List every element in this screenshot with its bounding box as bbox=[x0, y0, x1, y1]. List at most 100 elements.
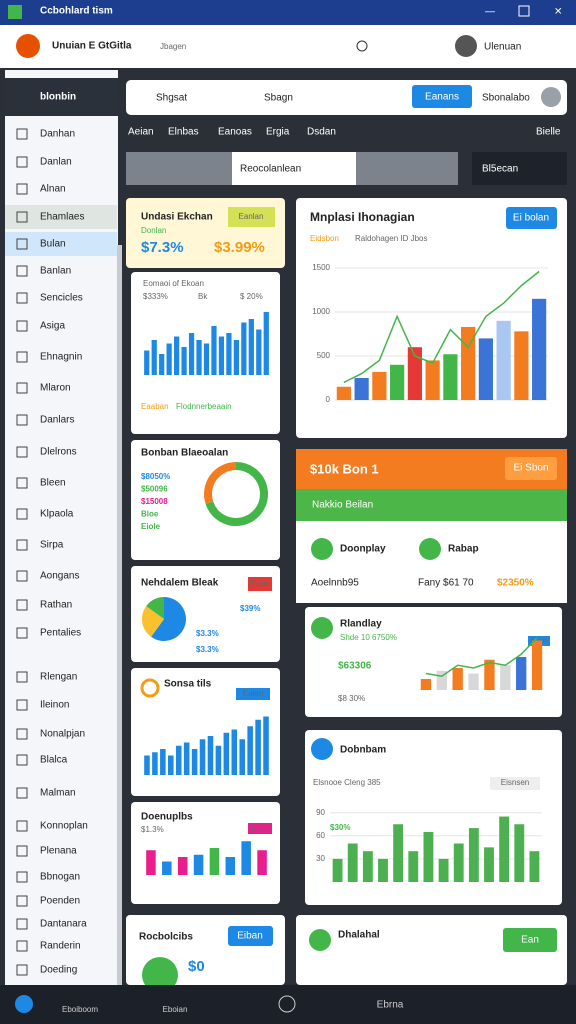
badge-label[interactable]: Eisnsen bbox=[501, 778, 529, 787]
taskbar-icon[interactable] bbox=[278, 995, 296, 1013]
button-label[interactable]: Ei bolan bbox=[513, 213, 549, 224]
button-label[interactable]: Eiban bbox=[237, 931, 263, 942]
bar bbox=[255, 719, 261, 775]
button[interactable] bbox=[506, 207, 557, 229]
sidebar-icon bbox=[16, 382, 28, 394]
bar bbox=[231, 729, 238, 775]
badge[interactable] bbox=[236, 688, 270, 700]
bar bbox=[468, 673, 479, 690]
tab[interactable]: Elnbas bbox=[168, 127, 199, 138]
start-button[interactable] bbox=[15, 995, 33, 1013]
sidebar-item[interactable]: Danlars bbox=[40, 415, 74, 426]
sidebar-item[interactable]: Malman bbox=[40, 788, 76, 799]
filter-dropdown[interactable] bbox=[472, 152, 567, 185]
banner-label[interactable]: Nakkio Beilan bbox=[312, 500, 373, 511]
badge-label[interactable]: Eanlan bbox=[239, 212, 264, 221]
button[interactable] bbox=[503, 928, 557, 952]
sidebar-item[interactable]: Bleen bbox=[40, 478, 66, 489]
toolbar-button-label[interactable]: Eanans bbox=[425, 92, 459, 103]
bar bbox=[181, 347, 187, 375]
button[interactable] bbox=[228, 926, 273, 946]
toolbar-icon[interactable] bbox=[541, 87, 561, 107]
badge-label[interactable]: Eioln bbox=[251, 824, 269, 833]
tabs-right[interactable]: Bielle bbox=[536, 127, 561, 138]
sidebar-item[interactable]: Bulan bbox=[40, 239, 66, 250]
sidebar-item[interactable]: Sirpa bbox=[40, 540, 64, 551]
badge-label[interactable]: Ealen bbox=[243, 689, 263, 698]
button-label[interactable]: Ei Sbon bbox=[513, 463, 548, 474]
sidebar-item[interactable]: Alnan bbox=[40, 184, 66, 195]
toolbar-button[interactable] bbox=[412, 85, 472, 108]
value: $63306 bbox=[338, 661, 372, 672]
bar bbox=[188, 333, 195, 375]
bar bbox=[168, 755, 174, 775]
sidebar-item[interactable]: Konnoplan bbox=[40, 821, 88, 832]
item[interactable]: Rabap bbox=[448, 544, 479, 555]
taskbar-item[interactable]: Eboiboom bbox=[62, 1005, 98, 1014]
sidebar-item[interactable]: Danhan bbox=[40, 129, 75, 140]
filter-dropdown-label[interactable]: Bl5ecan bbox=[482, 164, 518, 175]
sidebar-item[interactable]: Dantanara bbox=[40, 919, 87, 930]
bar bbox=[146, 850, 156, 875]
scrollbar[interactable] bbox=[117, 245, 122, 985]
badge[interactable] bbox=[248, 577, 272, 591]
legend: Raldohagen ID Jbos bbox=[355, 234, 428, 243]
close[interactable]: ✕ bbox=[554, 7, 562, 18]
sidebar-item[interactable]: Blalca bbox=[40, 755, 68, 766]
minimize[interactable]: — bbox=[485, 7, 495, 18]
sidebar-item[interactable]: Rathan bbox=[40, 600, 72, 611]
bar bbox=[468, 828, 479, 882]
sidebar-item[interactable]: Aongans bbox=[40, 571, 79, 582]
badge[interactable] bbox=[490, 777, 540, 790]
card bbox=[296, 521, 567, 603]
window-title: Ccbohlard tism bbox=[40, 6, 113, 17]
sidebar-item[interactable]: Rlengan bbox=[40, 672, 77, 683]
sidebar-item[interactable]: Dlelrons bbox=[40, 447, 77, 458]
sidebar-item[interactable]: Doeding bbox=[40, 965, 77, 976]
button[interactable] bbox=[505, 457, 557, 480]
search-icon[interactable] bbox=[356, 40, 368, 52]
badge[interactable] bbox=[248, 823, 272, 834]
sidebar-item[interactable]: Mlaron bbox=[40, 383, 71, 394]
sidebar-item[interactable]: Pentalies bbox=[40, 628, 81, 639]
sidebar-item[interactable]: Nonalpjan bbox=[40, 729, 85, 740]
bar bbox=[500, 665, 511, 690]
active-row bbox=[5, 232, 117, 256]
button-label[interactable]: Ean bbox=[521, 935, 539, 946]
bar bbox=[183, 742, 190, 775]
sidebar-item[interactable]: Randerin bbox=[40, 941, 81, 952]
tab[interactable]: Eanoas bbox=[218, 127, 252, 138]
bar bbox=[529, 851, 540, 882]
sidebar-item[interactable]: Klpaola bbox=[40, 509, 74, 520]
sidebar-item[interactable]: Ehamlaes bbox=[40, 212, 84, 223]
sidebar-item[interactable]: Ileinon bbox=[40, 700, 69, 711]
filter-select-label[interactable]: Reocolanlean bbox=[240, 164, 301, 175]
sidebar-icon bbox=[16, 845, 28, 857]
sidebar-item[interactable]: Bbnogan bbox=[40, 872, 80, 883]
avatar[interactable] bbox=[455, 35, 477, 57]
tab[interactable]: Ergia bbox=[266, 127, 290, 138]
toolbar-filter[interactable]: Sbagn bbox=[264, 93, 293, 104]
taskbar-label[interactable]: Ebrna bbox=[377, 1000, 404, 1011]
toolbar-search[interactable]: Shgsat bbox=[156, 93, 187, 104]
tab[interactable]: Dsdan bbox=[307, 127, 336, 138]
user-name[interactable]: Ulenuan bbox=[484, 42, 521, 53]
tab[interactable]: Aeian bbox=[128, 127, 154, 138]
toolbar-link[interactable]: Sbonalabo bbox=[482, 93, 530, 104]
sidebar-item[interactable]: Plenana bbox=[40, 846, 77, 857]
title-bar bbox=[0, 0, 576, 25]
taskbar-item[interactable]: Eboian bbox=[163, 1005, 188, 1014]
badge[interactable] bbox=[228, 207, 275, 227]
banner[interactable] bbox=[296, 489, 567, 521]
sidebar-item[interactable]: Poenden bbox=[40, 896, 80, 907]
sidebar-item[interactable]: Sencicles bbox=[40, 293, 83, 304]
sidebar-item[interactable]: Danlan bbox=[40, 157, 72, 168]
filter-select[interactable] bbox=[232, 152, 356, 185]
badge-label[interactable]: Bvtan bbox=[250, 579, 270, 588]
maximize[interactable] bbox=[518, 5, 530, 17]
sidebar-item[interactable]: Banlan bbox=[40, 266, 71, 277]
header-search[interactable]: Jbagen bbox=[160, 42, 186, 51]
item[interactable]: Doonplay bbox=[340, 544, 386, 555]
sidebar-item[interactable]: Ehnagnin bbox=[40, 352, 82, 363]
sidebar-item[interactable]: Asiga bbox=[40, 321, 65, 332]
